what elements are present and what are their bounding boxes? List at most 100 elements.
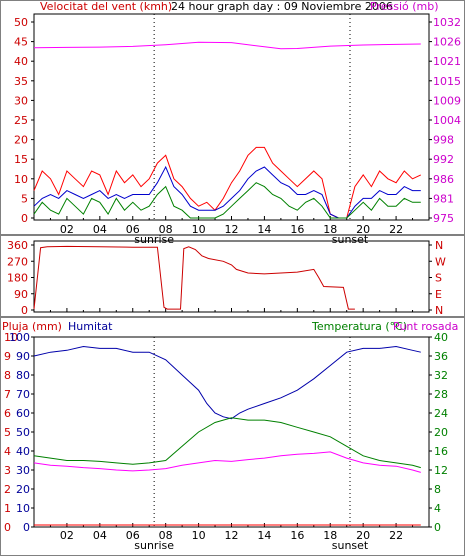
wind-direction-line bbox=[33, 245, 355, 310]
sunrise-label: sunrise bbox=[134, 233, 174, 246]
pressure-axis-label: 986 bbox=[433, 173, 454, 186]
wind-axis-label: 20 bbox=[14, 134, 28, 147]
direction-axis-label: 180 bbox=[7, 272, 28, 285]
wind-axis-label: 30 bbox=[14, 94, 28, 107]
rain-axis-label: 6 bbox=[4, 407, 11, 420]
pressure-axis-label: 1026 bbox=[433, 36, 461, 49]
x-tick-label: 02 bbox=[60, 529, 74, 542]
x-tick-label: 22 bbox=[389, 529, 403, 542]
main-title: 24 hour graph day : 09 Noviembre 2006 bbox=[171, 0, 393, 13]
x-tick-label: 04 bbox=[93, 529, 107, 542]
pressure-axis-label: 1009 bbox=[433, 94, 461, 107]
wind-axis-label: 50 bbox=[14, 16, 28, 29]
sunset-label: sunset bbox=[332, 539, 369, 552]
temp-panel bbox=[33, 336, 430, 528]
pressure-axis-label: 998 bbox=[433, 134, 454, 147]
compass-axis-label: E bbox=[435, 288, 442, 301]
rain-axis-label: 9 bbox=[4, 350, 11, 363]
temperature-axis-label: 12 bbox=[434, 464, 448, 477]
humidity-axis-label: 40 bbox=[16, 445, 30, 458]
temperature-axis-label: 32 bbox=[434, 369, 448, 382]
temperature-axis-label: 20 bbox=[434, 426, 448, 439]
compass-axis-label: W bbox=[435, 255, 446, 268]
axis-ticks: 0510152025303540455097598198699299810041… bbox=[4, 14, 461, 552]
x-tick-label: 08 bbox=[159, 223, 173, 236]
humidity-axis-label: 60 bbox=[16, 407, 30, 420]
pressure-axis-label: 1015 bbox=[433, 75, 461, 88]
compass-axis-label: N bbox=[435, 304, 443, 317]
x-tick-label: 02 bbox=[60, 223, 74, 236]
wind-axis-label: 10 bbox=[14, 173, 28, 186]
rain-axis-label: 3 bbox=[4, 464, 11, 477]
rain-axis-label: 4 bbox=[4, 445, 11, 458]
sunset-label: sunset bbox=[332, 233, 369, 246]
temperature-axis-label: 0 bbox=[434, 521, 441, 534]
rain-axis-label: 0 bbox=[4, 521, 11, 534]
rain-label: Pluja (mm) bbox=[2, 320, 62, 333]
rain-axis-label: 5 bbox=[4, 426, 11, 439]
pressure-axis-label: 992 bbox=[433, 153, 454, 166]
humidity-axis-label: 30 bbox=[16, 464, 30, 477]
wind-axis-label: 45 bbox=[14, 36, 28, 49]
x-tick-label: 20 bbox=[356, 529, 370, 542]
sunrise-label: sunrise bbox=[134, 539, 174, 552]
pressure-axis-label: 975 bbox=[433, 212, 454, 225]
x-tick-label: 18 bbox=[323, 529, 337, 542]
temperature-axis-label: 36 bbox=[434, 350, 448, 363]
x-tick-label: 12 bbox=[225, 529, 239, 542]
humidity-line bbox=[33, 345, 421, 420]
temperature-axis-label: 4 bbox=[434, 502, 441, 515]
x-tick-label: 14 bbox=[257, 529, 271, 542]
humidity-axis-label: 70 bbox=[16, 388, 30, 401]
wind-gust-line bbox=[33, 146, 422, 219]
wind-axis-label: 40 bbox=[14, 55, 28, 68]
pressure-axis-label: 981 bbox=[433, 192, 454, 205]
temperature-axis-label: 28 bbox=[434, 388, 448, 401]
temperature-axis-label: 40 bbox=[434, 331, 448, 344]
x-tick-label: 10 bbox=[192, 529, 206, 542]
humidity-axis-label: 80 bbox=[16, 369, 30, 382]
rain-axis-label: 7 bbox=[4, 388, 11, 401]
x-tick-label: 04 bbox=[93, 223, 107, 236]
x-tick-label: 22 bbox=[389, 223, 403, 236]
rain-axis-label: 1 bbox=[4, 502, 11, 515]
x-tick-label: 18 bbox=[323, 223, 337, 236]
rain-axis-label: 10 bbox=[4, 331, 18, 344]
wind-min-line bbox=[33, 182, 421, 219]
x-tick-label: 08 bbox=[159, 529, 173, 542]
compass-axis-label: N bbox=[435, 239, 443, 252]
humidity-axis-label: 50 bbox=[16, 426, 30, 439]
temperature-line bbox=[33, 417, 421, 469]
x-tick-label: 16 bbox=[290, 223, 304, 236]
x-tick-label: 10 bbox=[192, 223, 206, 236]
direction-axis-label: 360 bbox=[7, 239, 28, 252]
direction-axis-label: 90 bbox=[14, 288, 28, 301]
pressure-axis-label: 1032 bbox=[433, 16, 461, 29]
humidity-axis-label: 0 bbox=[23, 521, 30, 534]
temperature-axis-label: 16 bbox=[434, 445, 448, 458]
temperature-label: Temperatura (°C) bbox=[311, 320, 407, 333]
x-tick-label: 16 bbox=[290, 529, 304, 542]
humidity-label: Humitat bbox=[68, 320, 113, 333]
x-tick-label: 06 bbox=[126, 223, 140, 236]
wind-axis-label: 5 bbox=[21, 192, 28, 205]
temperature-axis-label: 24 bbox=[434, 407, 448, 420]
humidity-axis-label: 90 bbox=[16, 350, 30, 363]
wind-axis-label: 35 bbox=[14, 75, 28, 88]
x-tick-label: 20 bbox=[356, 223, 370, 236]
data-series bbox=[33, 41, 422, 526]
pressure-axis-label: 1004 bbox=[433, 114, 461, 127]
pressure-axis-label: 1021 bbox=[433, 55, 461, 68]
x-tick-label: 14 bbox=[257, 223, 271, 236]
compass-axis-label: S bbox=[435, 272, 442, 285]
humidity-axis-label: 10 bbox=[16, 502, 30, 515]
x-tick-label: 12 bbox=[225, 223, 239, 236]
direction-axis-label: 0 bbox=[21, 304, 28, 317]
wind-axis-label: 25 bbox=[14, 114, 28, 127]
temperature-axis-label: 8 bbox=[434, 483, 441, 496]
wind-title: Velocitat del vent (kmh) bbox=[40, 0, 172, 13]
direction-axis-label: 270 bbox=[7, 255, 28, 268]
wind-avg-line bbox=[33, 165, 421, 219]
dewpoint-line bbox=[33, 451, 421, 473]
